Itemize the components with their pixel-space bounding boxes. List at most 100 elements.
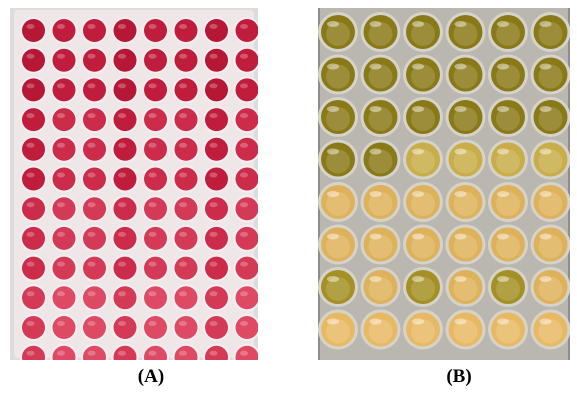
well bbox=[144, 78, 167, 102]
well bbox=[205, 226, 228, 250]
well bbox=[22, 197, 45, 221]
well bbox=[22, 226, 45, 250]
well bbox=[205, 286, 228, 310]
well bbox=[52, 197, 76, 221]
well-highlight bbox=[148, 261, 157, 267]
well-highlight bbox=[87, 291, 96, 297]
well bbox=[533, 270, 568, 304]
well bbox=[235, 137, 259, 161]
well bbox=[144, 197, 167, 221]
well-highlight bbox=[369, 276, 382, 282]
well bbox=[22, 78, 45, 102]
well-highlight bbox=[369, 233, 382, 240]
well-center bbox=[411, 64, 435, 89]
well-highlight bbox=[87, 113, 96, 119]
well-highlight bbox=[327, 233, 339, 240]
well bbox=[144, 137, 167, 161]
well bbox=[205, 197, 228, 221]
well bbox=[113, 226, 137, 250]
well-center bbox=[453, 319, 478, 344]
well-center bbox=[496, 107, 520, 131]
well bbox=[22, 19, 45, 42]
well-highlight bbox=[148, 291, 157, 297]
well-highlight bbox=[369, 191, 382, 197]
well bbox=[113, 197, 137, 221]
well-center bbox=[326, 107, 350, 131]
well-center bbox=[496, 192, 520, 216]
well bbox=[321, 15, 355, 49]
well bbox=[52, 48, 76, 72]
well bbox=[22, 316, 45, 339]
well bbox=[174, 197, 198, 221]
well bbox=[406, 227, 440, 262]
well-center bbox=[411, 192, 435, 216]
well-highlight bbox=[497, 148, 509, 155]
well-highlight bbox=[118, 231, 126, 237]
well-highlight bbox=[412, 106, 424, 112]
well-highlight bbox=[327, 106, 339, 112]
well bbox=[321, 57, 355, 92]
well-highlight bbox=[26, 142, 35, 148]
well bbox=[533, 312, 568, 347]
well-highlight bbox=[57, 202, 65, 208]
well-center bbox=[538, 22, 563, 46]
well bbox=[235, 19, 259, 42]
well bbox=[321, 142, 355, 177]
well-highlight bbox=[454, 148, 467, 155]
well-highlight bbox=[539, 318, 552, 325]
well bbox=[406, 57, 440, 92]
well-highlight bbox=[327, 63, 339, 70]
well-highlight bbox=[240, 83, 248, 89]
well bbox=[448, 15, 483, 49]
well-highlight bbox=[369, 106, 382, 112]
well bbox=[491, 100, 525, 134]
well bbox=[533, 15, 568, 49]
well-highlight bbox=[240, 291, 248, 297]
well-center bbox=[538, 277, 563, 301]
well-highlight bbox=[148, 142, 157, 148]
well-highlight bbox=[209, 172, 218, 178]
well-highlight bbox=[454, 276, 467, 282]
well bbox=[83, 19, 106, 42]
well-highlight bbox=[412, 63, 424, 70]
well bbox=[83, 256, 106, 280]
caption-b: (B) bbox=[446, 366, 472, 387]
well bbox=[174, 316, 198, 339]
well-highlight bbox=[209, 231, 218, 237]
well-highlight bbox=[26, 202, 35, 208]
well-highlight bbox=[327, 191, 339, 197]
well bbox=[205, 137, 228, 161]
well bbox=[174, 137, 198, 161]
well-highlight bbox=[539, 148, 552, 155]
well bbox=[406, 15, 440, 49]
well-center bbox=[496, 149, 520, 174]
well-highlight bbox=[179, 350, 187, 356]
well bbox=[235, 48, 259, 72]
well-highlight bbox=[179, 113, 187, 119]
well-center bbox=[368, 64, 393, 89]
well bbox=[406, 185, 440, 219]
well-center bbox=[453, 64, 478, 89]
well-highlight bbox=[57, 83, 65, 89]
well-center bbox=[368, 149, 393, 174]
well-highlight bbox=[179, 202, 187, 208]
well bbox=[363, 270, 398, 304]
well-highlight bbox=[240, 202, 248, 208]
well-highlight bbox=[497, 191, 509, 197]
well bbox=[406, 142, 440, 177]
well-center bbox=[368, 192, 393, 216]
well bbox=[174, 108, 198, 132]
well-highlight bbox=[369, 318, 382, 325]
well bbox=[448, 185, 483, 219]
well-highlight bbox=[412, 21, 424, 27]
well bbox=[491, 142, 525, 177]
well-highlight bbox=[26, 291, 35, 297]
well-highlight bbox=[57, 172, 65, 178]
well-center bbox=[326, 319, 350, 344]
well bbox=[235, 197, 259, 221]
well-highlight bbox=[87, 53, 96, 59]
well-highlight bbox=[118, 172, 126, 178]
well bbox=[144, 226, 167, 250]
well-highlight bbox=[240, 113, 248, 119]
well-highlight bbox=[454, 106, 467, 112]
